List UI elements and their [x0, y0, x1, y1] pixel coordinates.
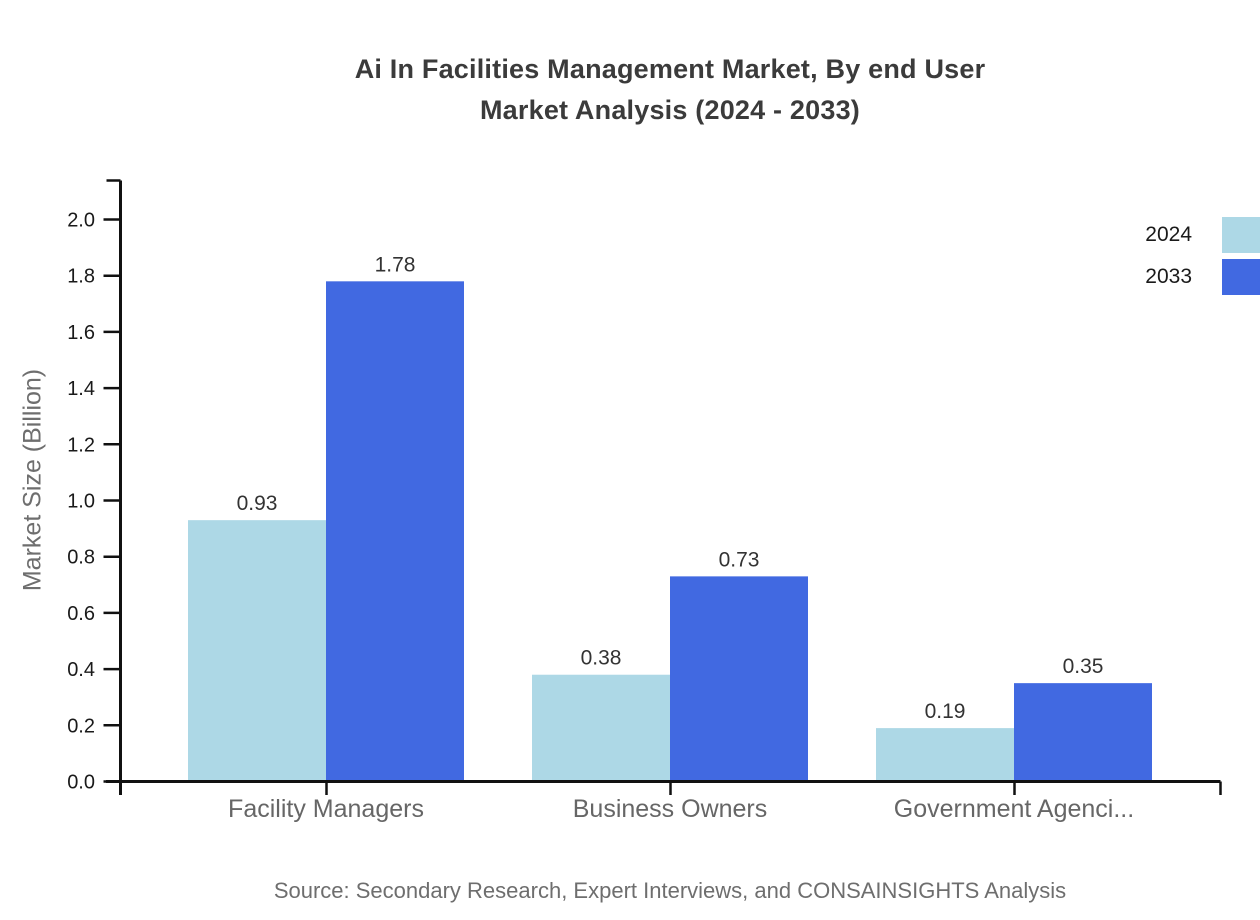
chart-title: Ai In Facilities Management Market, By e… — [80, 49, 1260, 131]
legend-label-2024: 2024 — [1145, 223, 1192, 246]
source-note: Source: Secondary Research, Expert Inter… — [273, 878, 1067, 903]
y-tick-label-1.4: 1.4 — [67, 378, 95, 400]
chart-title-line1: Ai In Facilities Management Market, By e… — [354, 54, 986, 84]
y-tick-label-0.4: 0.4 — [67, 659, 95, 681]
y-tick-label-1.0: 1.0 — [67, 491, 95, 513]
y-tick-label-2.0: 2.0 — [67, 210, 95, 232]
y-tick-label-1.6: 1.6 — [67, 322, 95, 344]
value-label-2024-business-owners: 0.38 — [581, 647, 622, 670]
y-tick-label-0.8: 0.8 — [67, 547, 95, 569]
legend-item-2033: 2033 — [1145, 259, 1260, 295]
y-tick-label-1.8: 1.8 — [67, 266, 95, 288]
legend-label-2033: 2033 — [1145, 265, 1192, 288]
bar-2024-business-owners — [532, 674, 670, 782]
legend-swatch-2024 — [1222, 217, 1260, 253]
bar-2024-government-agenci — [876, 728, 1014, 782]
bar-2033-facility-managers — [326, 281, 464, 782]
value-label-2033-facility-managers: 1.78 — [375, 253, 416, 276]
value-label-2024-government-agenci: 0.19 — [925, 700, 966, 723]
value-label-2024-facility-managers: 0.93 — [237, 492, 278, 515]
legend-item-2024: 2024 — [1145, 217, 1260, 253]
y-tick-label-0.6: 0.6 — [67, 603, 95, 625]
x-category-label-facility-managers: Facility Managers — [228, 795, 424, 823]
chart-title-line2: Market Analysis (2024 - 2033) — [479, 95, 860, 125]
y-tick-label-0.2: 0.2 — [67, 715, 95, 737]
x-category-label-business-owners: Business Owners — [573, 795, 768, 823]
bar-2024-facility-managers — [188, 520, 326, 782]
bar-2033-government-agenci — [1014, 683, 1152, 782]
y-tick-label-1.2: 1.2 — [67, 434, 95, 456]
y-tick-label-0.0: 0.0 — [67, 772, 95, 794]
value-label-2033-government-agenci: 0.35 — [1063, 655, 1104, 678]
bar-2033-business-owners — [670, 576, 808, 782]
value-label-2033-business-owners: 0.73 — [719, 548, 760, 571]
x-category-label-government-agenci: Government Agenci... — [894, 795, 1134, 823]
legend: 2024 2033 — [1145, 217, 1260, 295]
legend-swatch-2033 — [1222, 259, 1260, 295]
